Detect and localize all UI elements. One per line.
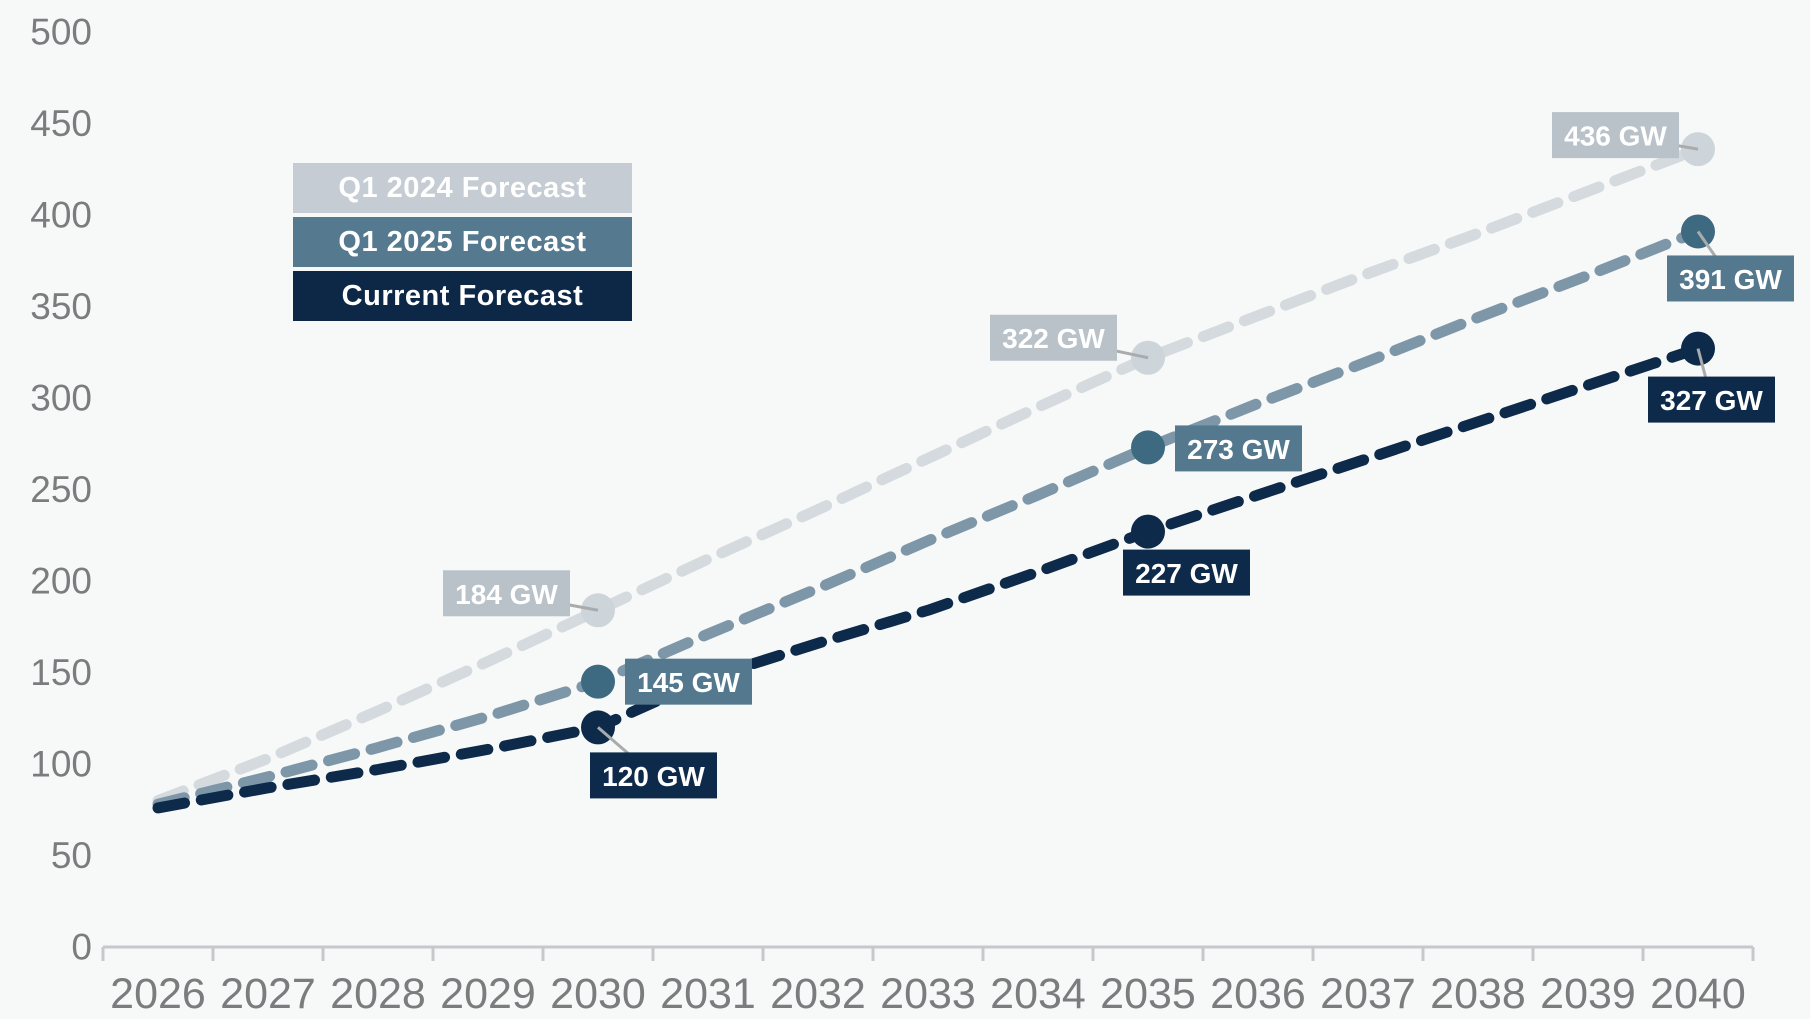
x-tick-label: 2033 xyxy=(880,970,976,1018)
y-tick-label: 0 xyxy=(71,927,92,968)
y-tick-label: 50 xyxy=(51,835,92,876)
chart-legend: Q1 2024 Forecast Q1 2025 Forecast Curren… xyxy=(293,163,632,321)
series-line-current-forecast xyxy=(152,343,1704,814)
series-line-q1-2024-forecast xyxy=(152,143,1704,807)
x-tick-label: 2029 xyxy=(440,970,536,1018)
x-tick-label: 2030 xyxy=(550,970,646,1018)
x-tick-label: 2035 xyxy=(1100,970,1196,1018)
data-label-box-q1-2024-forecast-2040 xyxy=(1552,112,1679,159)
series-line-q1-2025-forecast xyxy=(152,225,1704,810)
legend-item-q1-2025-forecast: Q1 2025 Forecast xyxy=(293,217,632,267)
legend-item-q1-2024-forecast: Q1 2024 Forecast xyxy=(293,163,632,213)
y-tick-label: 450 xyxy=(30,103,92,144)
y-tick-label: 500 xyxy=(30,12,92,53)
x-tick-label: 2032 xyxy=(770,970,866,1018)
y-tick-label: 150 xyxy=(30,652,92,693)
x-tick-label: 2040 xyxy=(1650,970,1746,1018)
y-tick-label: 350 xyxy=(30,286,92,327)
x-tick-label: 2026 xyxy=(110,970,206,1018)
data-label-q1-2024-forecast-2035: 322 GW xyxy=(1002,323,1105,354)
data-point-marker-q1-2025-forecast-2035 xyxy=(1131,430,1165,465)
data-label-box-current-forecast-2040 xyxy=(1648,376,1775,423)
y-tick-label: 400 xyxy=(30,195,92,236)
data-label-q1-2025-forecast-2030: 145 GW xyxy=(637,667,740,698)
data-label-current-forecast-2035: 227 GW xyxy=(1135,558,1238,589)
data-label-box-current-forecast-2030 xyxy=(590,752,717,799)
y-tick-label: 100 xyxy=(30,744,92,785)
x-tick-label: 2031 xyxy=(660,970,756,1018)
data-label-q1-2025-forecast-2040: 391 GW xyxy=(1679,264,1782,295)
data-point-marker-current-forecast-2035 xyxy=(1131,514,1165,549)
data-label-box-q1-2024-forecast-2035 xyxy=(990,314,1117,361)
x-tick-label: 2028 xyxy=(330,970,426,1018)
data-label-box-q1-2025-forecast-2030 xyxy=(625,658,752,705)
x-tick-label: 2027 xyxy=(220,970,316,1018)
data-label-box-q1-2024-forecast-2030 xyxy=(443,570,570,617)
data-point-marker-q1-2025-forecast-2030 xyxy=(581,664,615,699)
data-label-box-q1-2025-forecast-2040 xyxy=(1667,255,1794,302)
x-tick-label: 2038 xyxy=(1430,970,1526,1018)
data-label-box-q1-2025-forecast-2035 xyxy=(1175,425,1302,472)
legend-item-current-forecast: Current Forecast xyxy=(293,271,632,321)
x-tick-label: 2039 xyxy=(1540,970,1636,1018)
data-label-current-forecast-2030: 120 GW xyxy=(602,761,705,792)
data-label-q1-2024-forecast-2030: 184 GW xyxy=(455,579,558,610)
x-axis xyxy=(101,945,1755,961)
data-label-q1-2025-forecast-2035: 273 GW xyxy=(1187,434,1290,465)
data-label-box-current-forecast-2035 xyxy=(1123,549,1250,596)
y-tick-label: 200 xyxy=(30,561,92,602)
data-label-current-forecast-2040: 327 GW xyxy=(1660,385,1763,416)
x-tick-label: 2037 xyxy=(1320,970,1416,1018)
data-label-q1-2024-forecast-2040: 436 GW xyxy=(1564,121,1667,152)
x-tick-label: 2034 xyxy=(990,970,1086,1018)
x-tick-label: 2036 xyxy=(1210,970,1306,1018)
y-tick-label: 250 xyxy=(30,469,92,510)
y-tick-label: 300 xyxy=(30,378,92,419)
